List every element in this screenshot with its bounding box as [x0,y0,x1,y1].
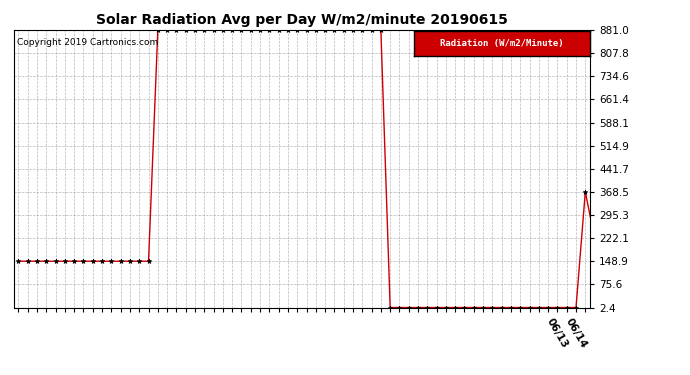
Title: Solar Radiation Avg per Day W/m2/minute 20190615: Solar Radiation Avg per Day W/m2/minute … [96,13,508,27]
Text: Copyright 2019 Cartronics.com: Copyright 2019 Cartronics.com [17,38,158,47]
